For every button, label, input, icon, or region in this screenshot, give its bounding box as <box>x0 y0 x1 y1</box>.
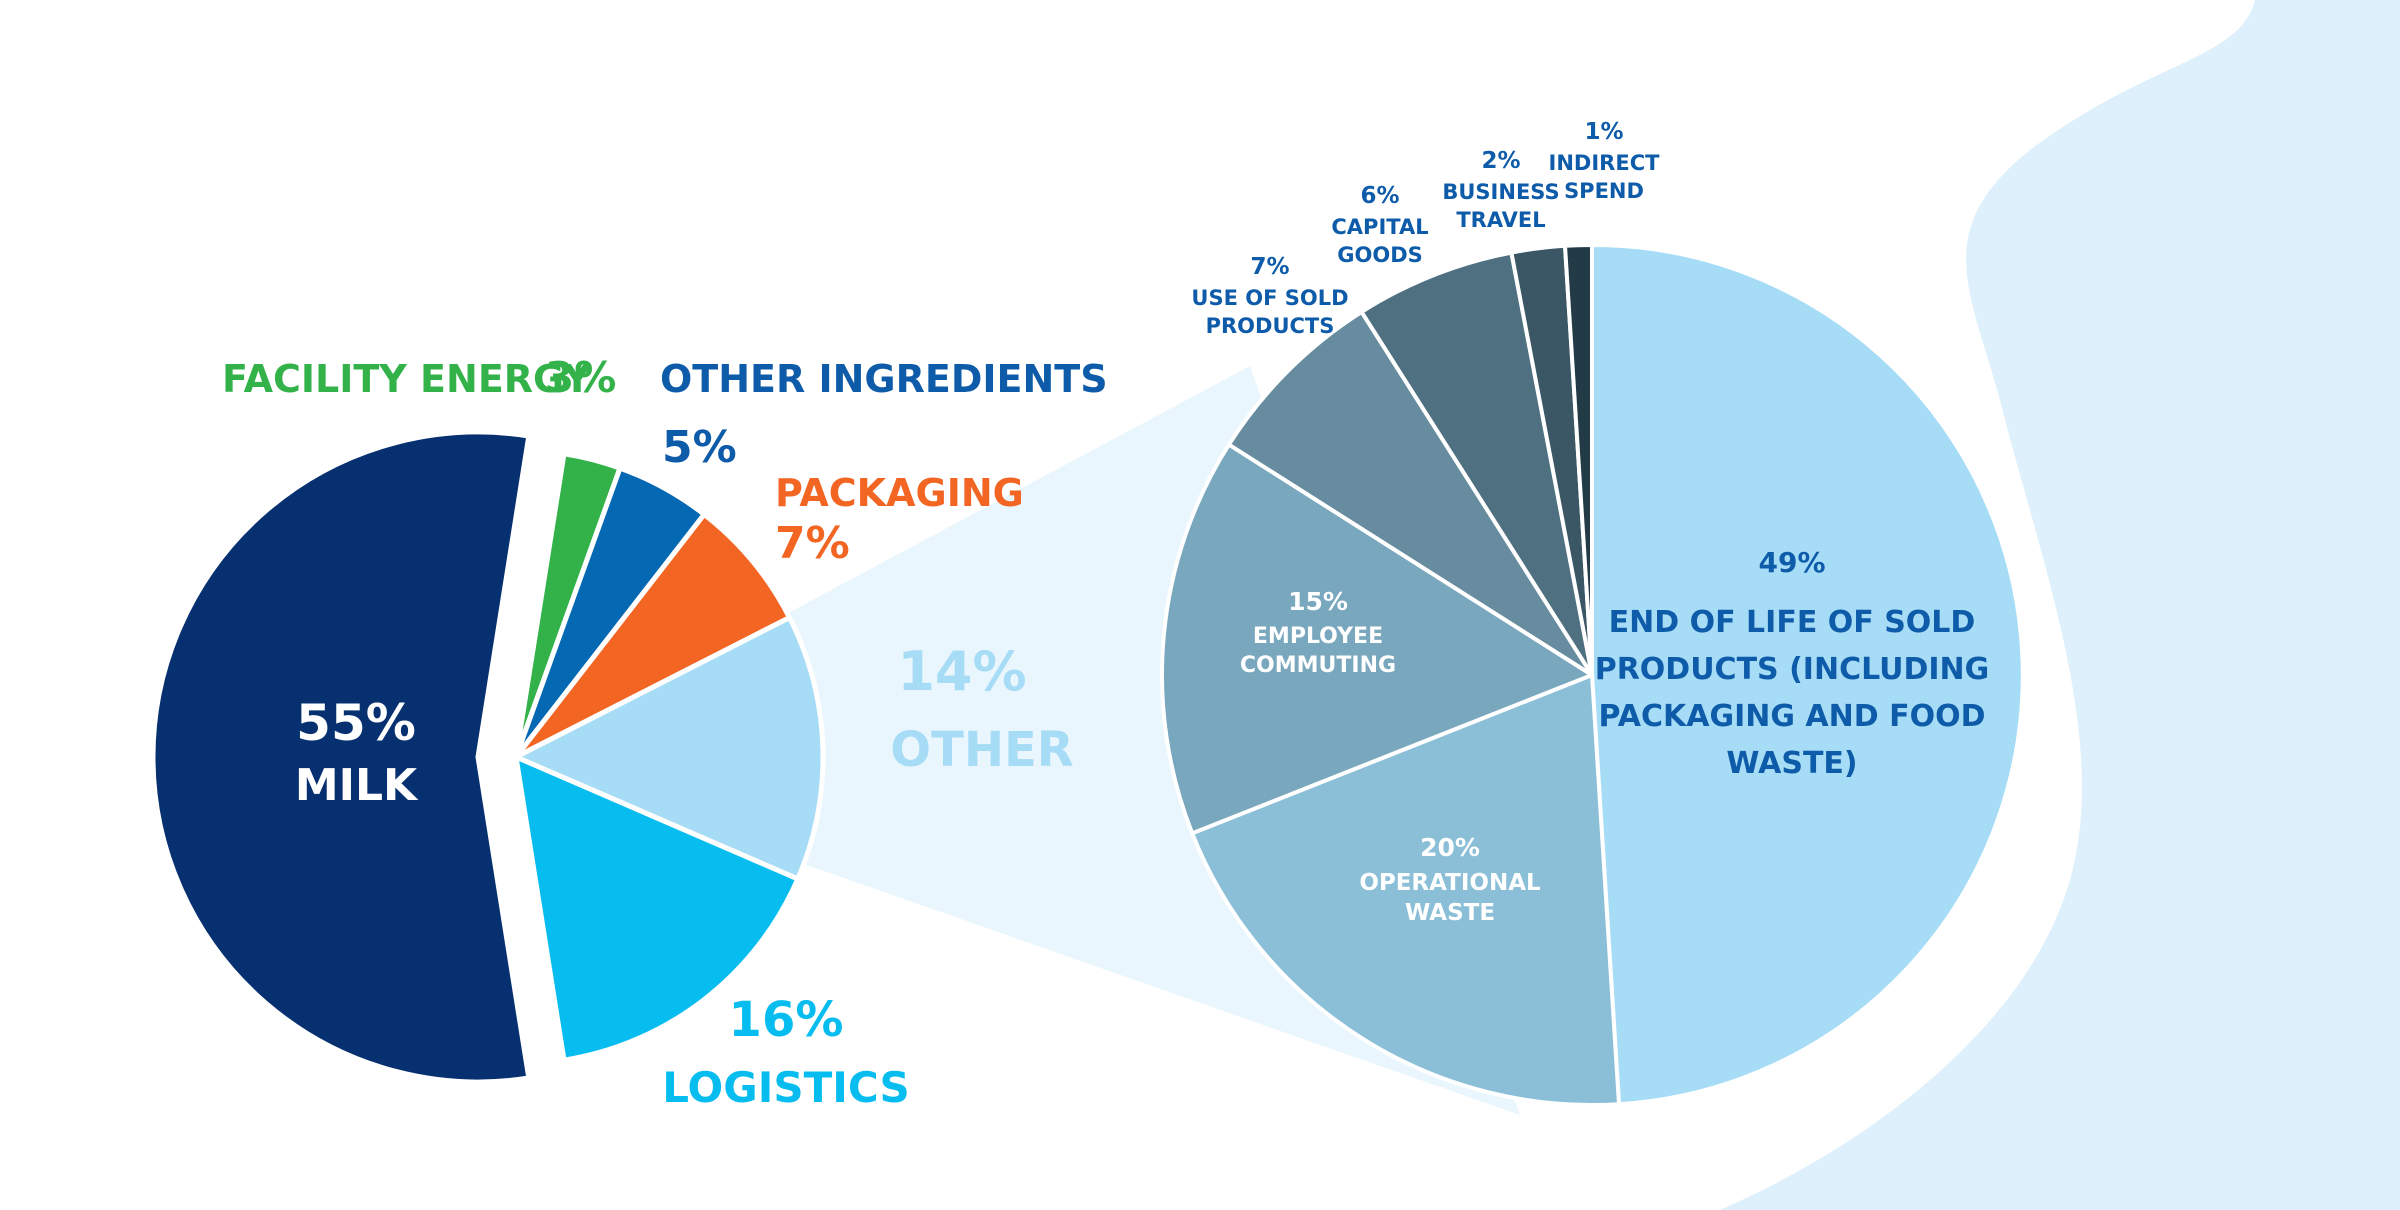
operational-waste-name-line: WASTE <box>1405 900 1495 926</box>
slice-milk <box>150 429 532 1085</box>
milk-percent-label: 55% <box>296 694 416 752</box>
logistics-name-label: LOGISTICS <box>662 1063 909 1112</box>
end-of-life-name-line: WASTE) <box>1726 746 1857 781</box>
indirect-spend-name-line: INDIRECT <box>1549 151 1661 175</box>
other-ingredients-name-label: OTHER INGREDIENTS <box>660 357 1108 401</box>
capital-goods-name-line: CAPITAL <box>1331 215 1428 239</box>
end-of-life-name-line: END OF LIFE OF SOLD <box>1609 605 1976 640</box>
business-travel-percent-label: 2% <box>1481 148 1520 174</box>
indirect-spend-percent-label: 1% <box>1584 119 1623 145</box>
other-percent-label: 14% <box>897 640 1026 703</box>
employee-commuting-name-line: COMMUTING <box>1240 653 1396 678</box>
packaging-percent-label: 7% <box>775 518 850 569</box>
slice-logistics <box>513 754 801 1063</box>
use-of-sold-products-percent-label: 7% <box>1250 254 1289 280</box>
other-breakdown-pie <box>1160 242 2025 1107</box>
business-travel-name-line: BUSINESS <box>1442 180 1559 204</box>
other-ingredients-percent-label: 5% <box>662 422 737 473</box>
facility-energy-name-label: FACILITY ENERGY <box>222 357 591 401</box>
capital-goods-percent-label: 6% <box>1360 183 1399 209</box>
backdrop-wave <box>1720 0 2400 1210</box>
logistics-percent-label: 16% <box>729 992 844 1048</box>
use-of-sold-products-name-line: USE OF SOLD <box>1191 286 1348 310</box>
slice-other <box>513 615 826 882</box>
packaging-name-label: PACKAGING <box>775 471 1024 515</box>
breakdown-slice-end-of-life <box>1590 242 2025 1107</box>
breakdown-slice-operational-waste <box>1190 673 1621 1107</box>
breakdown-slice-employee-commuting <box>1160 442 1594 836</box>
employee-commuting-percent-label: 15% <box>1288 587 1348 616</box>
end-of-life-name-line: PRODUCTS (INCLUDING <box>1595 652 1990 687</box>
slice-packaging <box>513 511 792 760</box>
breakdown-slice-indirect-spend <box>1563 242 1594 677</box>
milk-name-label: MILK <box>295 760 419 811</box>
capital-goods-name-line: GOODS <box>1337 243 1423 267</box>
operational-waste-name-line: OPERATIONAL <box>1359 870 1541 896</box>
business-travel-name-line: TRAVEL <box>1456 208 1545 232</box>
end-of-life-name-line: PACKAGING AND FOOD <box>1599 699 1986 734</box>
employee-commuting-name-line: EMPLOYEE <box>1253 624 1383 649</box>
main-pie <box>150 429 826 1085</box>
breakdown-pie-labels: 49% END OF LIFE OF SOLD PRODUCTS (INCLUDIN… <box>1191 119 1989 926</box>
end-of-life-percent-label: 49% <box>1758 546 1825 579</box>
breakdown-slice-capital-goods <box>1359 250 1594 677</box>
operational-waste-percent-label: 20% <box>1420 833 1480 862</box>
indirect-spend-name-line: SPEND <box>1564 179 1644 203</box>
use-of-sold-products-name-line: PRODUCTS <box>1206 314 1335 338</box>
other-name-label: OTHER <box>890 722 1073 778</box>
facility-energy-percent-label: 3% <box>545 353 616 402</box>
breakdown-slice-use-of-sold-products <box>1226 309 1594 677</box>
